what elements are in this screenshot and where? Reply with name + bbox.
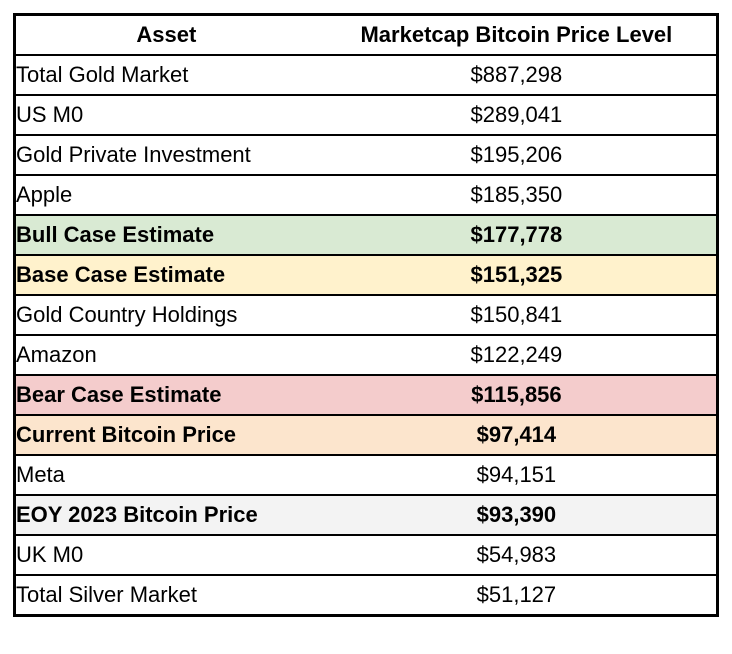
price-level-cell: $151,325 [316, 254, 718, 296]
price-level-cell: $122,249 [316, 334, 718, 376]
asset-cell: Bull Case Estimate [14, 214, 317, 256]
asset-cell: Total Gold Market [14, 54, 317, 96]
header-row: Asset Marketcap Bitcoin Price Level [14, 13, 718, 56]
table-row: Total Gold Market $887,298 [14, 54, 718, 96]
asset-cell: Current Bitcoin Price [14, 414, 317, 456]
asset-cell: EOY 2023 Bitcoin Price [14, 494, 317, 536]
asset-cell: Base Case Estimate [14, 254, 317, 296]
table-row: Meta $94,151 [14, 454, 718, 496]
asset-cell: US M0 [14, 94, 317, 136]
price-level-cell: $195,206 [316, 134, 718, 176]
column-header-marketcap-price-level: Marketcap Bitcoin Price Level [316, 13, 718, 56]
table-row: US M0 $289,041 [14, 94, 718, 136]
price-level-cell: $887,298 [316, 54, 718, 96]
price-level-cell: $93,390 [316, 494, 718, 536]
asset-cell: Bear Case Estimate [14, 374, 317, 416]
price-level-cell: $289,041 [316, 94, 718, 136]
asset-cell: Total Silver Market [14, 574, 317, 617]
table-row: Bull Case Estimate $177,778 [14, 214, 718, 256]
price-level-cell: $177,778 [316, 214, 718, 256]
asset-cell: Meta [14, 454, 317, 496]
asset-cell: Amazon [14, 334, 317, 376]
table-row: Amazon $122,249 [14, 334, 718, 376]
table-row: Apple $185,350 [14, 174, 718, 216]
table-row: Gold Private Investment $195,206 [14, 134, 718, 176]
price-level-cell: $115,856 [316, 374, 718, 416]
table-row: Bear Case Estimate $115,856 [14, 374, 718, 416]
asset-cell: Gold Private Investment [14, 134, 317, 176]
table-row: Total Silver Market $51,127 [14, 574, 718, 617]
price-level-cell: $185,350 [316, 174, 718, 216]
price-level-cell: $150,841 [316, 294, 718, 336]
table-row: Gold Country Holdings $150,841 [14, 294, 718, 336]
asset-cell: Apple [14, 174, 317, 216]
price-level-cell: $51,127 [316, 574, 718, 617]
table-row: Current Bitcoin Price $97,414 [14, 414, 718, 456]
table-row: EOY 2023 Bitcoin Price $93,390 [14, 494, 718, 536]
price-level-cell: $97,414 [316, 414, 718, 456]
bitcoin-price-level-table: Asset Marketcap Bitcoin Price Level Tota… [13, 13, 719, 617]
table-body: Total Gold Market $887,298 US M0 $289,041 Go… [14, 54, 718, 617]
table-wrapper: Asset Marketcap Bitcoin Price Level Tota… [13, 13, 719, 617]
column-header-asset: Asset [14, 13, 317, 56]
table-row: Base Case Estimate $151,325 [14, 254, 718, 296]
price-level-cell: $54,983 [316, 534, 718, 576]
asset-cell: Gold Country Holdings [14, 294, 317, 336]
price-level-cell: $94,151 [316, 454, 718, 496]
asset-cell: UK M0 [14, 534, 317, 576]
table-row: UK M0 $54,983 [14, 534, 718, 576]
